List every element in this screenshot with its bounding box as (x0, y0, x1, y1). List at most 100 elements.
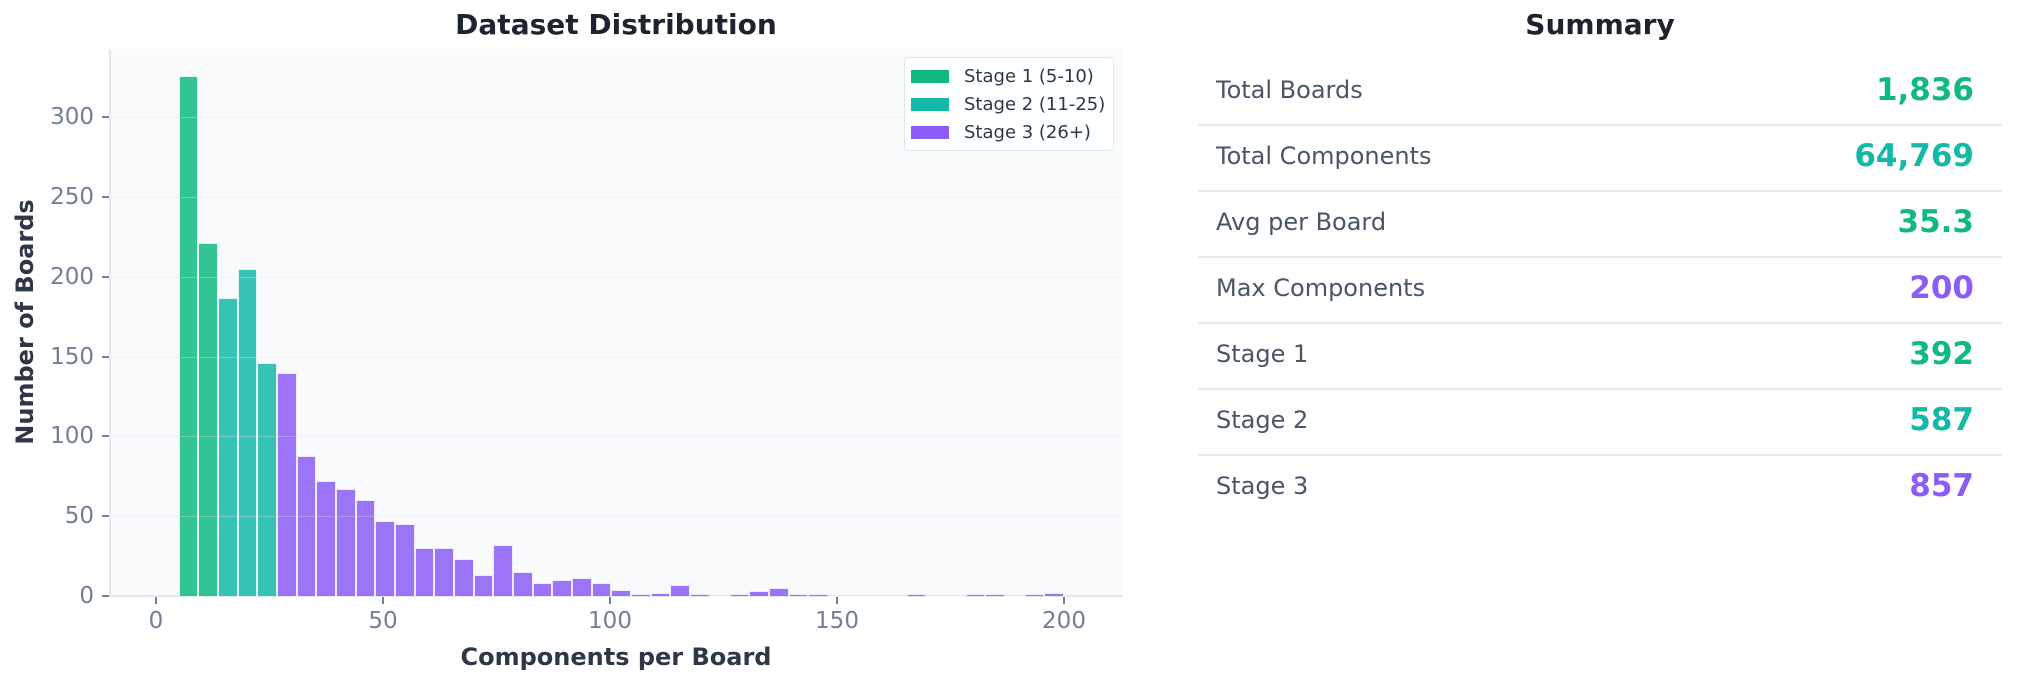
histogram-bar (473, 575, 494, 596)
summary-label: Avg per Board (1216, 208, 1387, 236)
summary-label: Stage 1 (1216, 340, 1309, 368)
histogram-bar (808, 594, 828, 596)
y-axis-label: Number of Boards (11, 199, 39, 445)
chart-title: Dataset Distribution (455, 8, 777, 41)
y-tick-mark (102, 355, 109, 358)
gridline (110, 197, 1122, 198)
summary-label: Total Components (1216, 142, 1432, 170)
row-divider (1198, 256, 2002, 258)
histogram-bar (257, 362, 278, 596)
summary-row-stage-2: Stage 2 587 (1198, 390, 2002, 456)
histogram-bar (198, 243, 219, 596)
y-axis-line (109, 49, 111, 597)
x-axis-label: Components per Board (460, 643, 772, 671)
histogram-bar (847, 596, 868, 597)
x-tick-mark (155, 597, 157, 604)
histogram-bar (395, 524, 415, 596)
histogram-bar (690, 594, 710, 596)
histogram-bar (316, 481, 337, 596)
summary-title: Summary (1525, 8, 1675, 41)
histogram-bar (572, 578, 592, 596)
summary-label: Max Components (1216, 274, 1426, 302)
histogram-bar (375, 520, 396, 596)
x-tick-label: 0 (148, 608, 164, 634)
histogram-bar (552, 580, 573, 596)
y-tick-mark (102, 595, 109, 597)
histogram-bar (926, 596, 946, 597)
summary-row-max-components: Max Components 200 (1198, 258, 2002, 324)
histogram-bar (513, 572, 533, 596)
summary-label: Stage 3 (1216, 472, 1309, 500)
y-tick-mark (102, 515, 109, 518)
histogram-bar (749, 591, 769, 596)
histogram-bar (827, 596, 848, 597)
summary-value: 1,836 (1875, 72, 1974, 108)
histogram-bar (414, 548, 435, 596)
legend-item-stage-3: Stage 3 (26+) (911, 120, 1091, 144)
histogram-bar (945, 596, 966, 597)
legend-label: Stage 3 (26+) (964, 121, 1091, 143)
legend-item-stage-2: Stage 2 (11-25) (911, 92, 1105, 116)
histogram-bar (906, 594, 927, 596)
gridline (110, 436, 1122, 438)
histogram-bar (532, 583, 553, 596)
summary-row-stage-3: Stage 3 857 (1198, 456, 2002, 522)
row-divider (1198, 322, 2002, 324)
x-tick-label: 50 (368, 608, 398, 634)
histogram-bar (493, 544, 514, 596)
gridline (110, 356, 1122, 358)
histogram-bar (218, 297, 238, 596)
histogram-bar (650, 592, 671, 596)
summary-label: Total Boards (1216, 76, 1363, 104)
histogram-bar (1024, 594, 1045, 596)
histogram-bar (336, 489, 356, 596)
x-tick-mark (1063, 597, 1065, 604)
histogram-bar (985, 594, 1005, 596)
histogram-bar (178, 75, 199, 596)
legend-swatch-stage-3 (911, 125, 949, 139)
summary-label: Stage 2 (1216, 406, 1309, 434)
x-tick-label: 150 (815, 608, 859, 634)
row-divider (1198, 190, 2002, 192)
histogram-bar (296, 455, 317, 596)
x-tick-mark (836, 597, 838, 604)
row-divider (1198, 454, 2002, 456)
summary-value: 392 (1909, 336, 1974, 372)
y-tick-label: 0 (79, 583, 94, 609)
histogram-bar (709, 596, 730, 597)
y-tick-label: 200 (50, 263, 94, 290)
legend-item-stage-1: Stage 1 (5-10) (911, 64, 1094, 88)
legend-label: Stage 2 (11-25) (964, 93, 1106, 115)
x-tick-label: 200 (1042, 608, 1086, 634)
summary-value: 587 (1909, 402, 1974, 438)
histogram-bar (591, 583, 612, 596)
histogram-bar (768, 588, 789, 596)
summary-row-avg-per-board: Avg per Board 35.3 (1198, 192, 2002, 258)
summary-row-total-boards: Total Boards 1,836 (1198, 60, 2002, 126)
x-tick-mark (609, 597, 611, 604)
summary-value: 35.3 (1897, 204, 1975, 240)
histogram-bar (867, 596, 887, 597)
y-tick-label: 250 (50, 184, 94, 210)
x-tick-mark (382, 597, 384, 604)
y-tick-label: 50 (64, 503, 94, 530)
summary-value: 200 (1909, 270, 1974, 306)
histogram-bar (631, 594, 651, 596)
histogram-bar (277, 372, 297, 596)
x-axis-line (109, 595, 1123, 597)
y-tick-label: 150 (50, 343, 94, 370)
chart-legend: Stage 1 (5-10) Stage 2 (11-25) Stage 3 (… (904, 57, 1114, 151)
y-tick-mark (102, 435, 109, 438)
y-tick-mark (102, 275, 109, 278)
y-tick-mark (102, 196, 109, 198)
histogram-bar (1044, 592, 1064, 596)
row-divider (1198, 124, 2002, 126)
histogram-bar (965, 594, 986, 596)
summary-row-stage-1: Stage 1 392 (1198, 324, 2002, 390)
legend-label: Stage 1 (5-10) (964, 65, 1094, 87)
histogram-bar (454, 559, 474, 596)
gridline (110, 117, 1122, 119)
histogram-bar (237, 268, 258, 596)
histogram-bar (1004, 596, 1025, 597)
y-tick-label: 300 (50, 104, 94, 131)
